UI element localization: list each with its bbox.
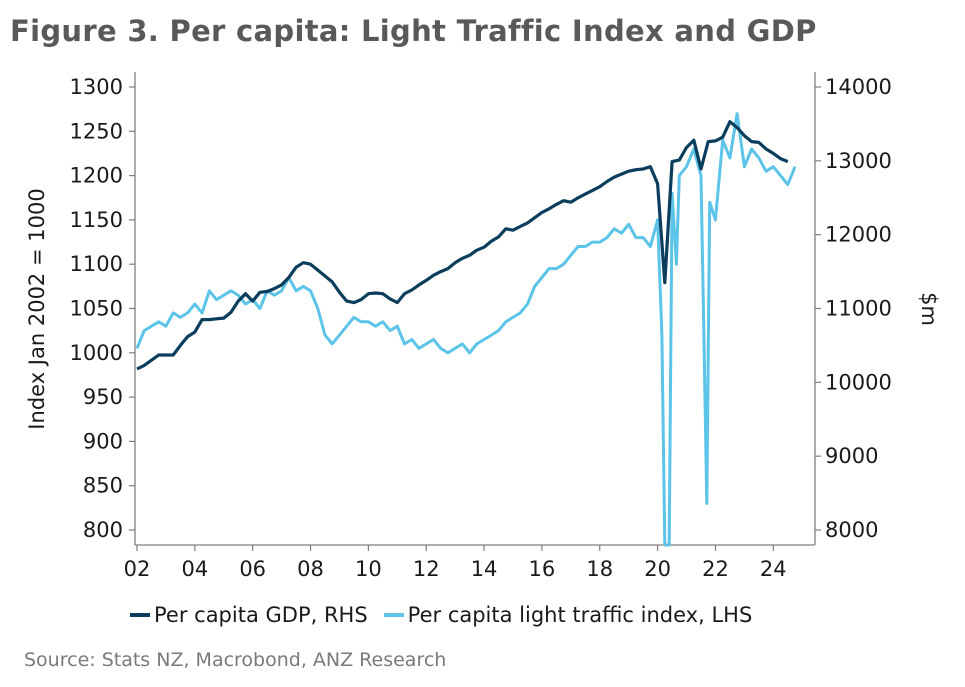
right-tick-label: 14000 xyxy=(825,75,892,99)
right-tick-label: 12000 xyxy=(825,223,892,247)
legend-swatch-gdp xyxy=(130,613,150,617)
legend-item-traffic: Per capita light traffic index, LHS xyxy=(383,603,753,627)
right-axis: 8000 9000 10000 11000 12000 13000 14000 xyxy=(814,72,892,545)
x-axis: 02 04 06 08 10 12 14 16 18 20 22 24 xyxy=(124,544,815,581)
series-line-traffic-index xyxy=(135,112,797,547)
right-axis-ticks: 8000 9000 10000 11000 12000 13000 14000 xyxy=(815,75,892,542)
left-axis: 800 850 900 950 1000 1050 1100 1150 1200 1250 1300 xyxy=(70,72,136,545)
x-axis-ticks: 02 04 06 08 10 12 14 16 18 20 22 24 xyxy=(124,545,787,581)
left-axis-title: Index Jan 2002 = 1000 xyxy=(25,188,49,429)
x-tick-label: 22 xyxy=(702,557,729,581)
left-tick-label: 1000 xyxy=(70,341,123,365)
x-tick-label: 06 xyxy=(239,557,266,581)
line-chart: 800 850 900 950 1000 1050 1100 1150 1200 1250 1300… xyxy=(25,72,941,581)
left-tick-label: 1300 xyxy=(70,75,123,99)
left-tick-label: 1250 xyxy=(70,119,123,143)
source-note: Source: Stats NZ, Macrobond, ANZ Researc… xyxy=(24,649,447,671)
legend-label-traffic: Per capita light traffic index, LHS xyxy=(407,603,753,627)
legend-swatch-traffic xyxy=(383,613,404,617)
right-axis-title: $m xyxy=(917,292,941,326)
left-tick-label: 1150 xyxy=(70,208,123,232)
left-tick-label: 1100 xyxy=(70,252,123,276)
x-tick-label: 24 xyxy=(760,557,787,581)
right-tick-label: 8000 xyxy=(825,518,878,542)
x-tick-label: 12 xyxy=(413,557,440,581)
legend-label-gdp: Per capita GDP, RHS xyxy=(154,603,368,627)
x-tick-label: 08 xyxy=(297,557,324,581)
chart-title: Figure 3. Per capita: Light Traffic Inde… xyxy=(10,14,817,48)
right-tick-label: 11000 xyxy=(825,297,892,321)
x-tick-label: 16 xyxy=(529,557,556,581)
x-tick-label: 10 xyxy=(355,557,382,581)
left-tick-label: 800 xyxy=(83,518,123,542)
left-tick-label: 850 xyxy=(83,474,123,498)
right-tick-label: 10000 xyxy=(825,370,892,394)
legend-item-gdp: Per capita GDP, RHS xyxy=(130,603,368,627)
right-tick-label: 9000 xyxy=(825,444,878,468)
left-axis-ticks: 800 850 900 950 1000 1050 1100 1150 1200 1250 1300 xyxy=(70,75,135,542)
left-tick-label: 1200 xyxy=(70,164,123,188)
x-tick-label: 18 xyxy=(586,557,613,581)
x-tick-label: 20 xyxy=(644,557,671,581)
right-tick-label: 13000 xyxy=(825,149,892,173)
left-tick-label: 900 xyxy=(83,429,123,453)
x-tick-label: 14 xyxy=(471,557,498,581)
x-tick-label: 02 xyxy=(124,557,151,581)
legend: Per capita GDP, RHS Per capita light tra… xyxy=(130,603,768,627)
series-line-gdp xyxy=(136,120,789,371)
x-tick-label: 04 xyxy=(181,557,208,581)
left-tick-label: 1050 xyxy=(70,297,123,321)
plot-lines xyxy=(135,112,797,547)
left-tick-label: 950 xyxy=(83,385,123,409)
